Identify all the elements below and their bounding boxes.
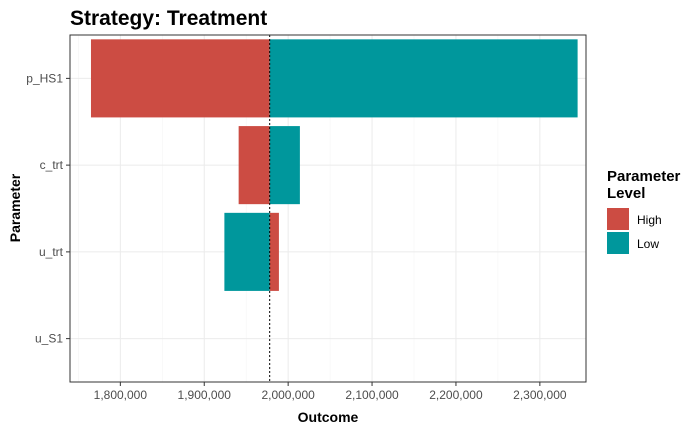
legend-label-high: High	[637, 213, 662, 227]
bar-high-c_trt	[238, 126, 270, 205]
legend-key-low	[607, 232, 629, 254]
y-tick-label-p_HS1: p_HS1	[26, 71, 63, 85]
x-tick-label: 2,300,000	[513, 388, 567, 402]
x-tick-label: 2,000,000	[261, 388, 315, 402]
y-axis-title: Parameter	[7, 173, 23, 242]
legend-title-line-1: Parameter	[607, 168, 681, 185]
x-tick-label: 2,200,000	[429, 388, 483, 402]
plot-border	[69, 34, 587, 383]
bar-low-p_HS1	[269, 39, 578, 118]
bar-low-c_trt	[269, 126, 300, 205]
bar-high-u_trt	[269, 212, 279, 291]
bar-low-u_trt	[224, 212, 270, 291]
x-tick-label: 1,900,000	[178, 388, 232, 402]
legend-label-low: Low	[637, 237, 659, 251]
plot-panel	[69, 34, 587, 383]
chart-title: Strategy: Treatment	[70, 7, 267, 30]
y-tick-label-c_trt: c_trt	[40, 158, 64, 172]
y-axis: p_HS1 c_trt u_trt u_S1	[26, 71, 70, 346]
x-axis-title: Outcome	[298, 409, 359, 425]
x-tick-label: 2,100,000	[345, 388, 399, 402]
x-tick-label: 1,800,000	[94, 388, 148, 402]
bar-high-p_HS1	[90, 39, 270, 118]
legend: Parameter Level High Low	[607, 168, 681, 254]
y-tick-label-u_trt: u_trt	[39, 245, 64, 259]
y-tick-label-u_S1: u_S1	[35, 332, 63, 346]
legend-key-high	[607, 208, 629, 230]
x-axis: 1,800,000 1,900,000 2,000,000 2,100,000 2,20…	[94, 382, 567, 402]
legend-title-line-2: Level	[607, 185, 645, 202]
bars	[90, 39, 578, 291]
